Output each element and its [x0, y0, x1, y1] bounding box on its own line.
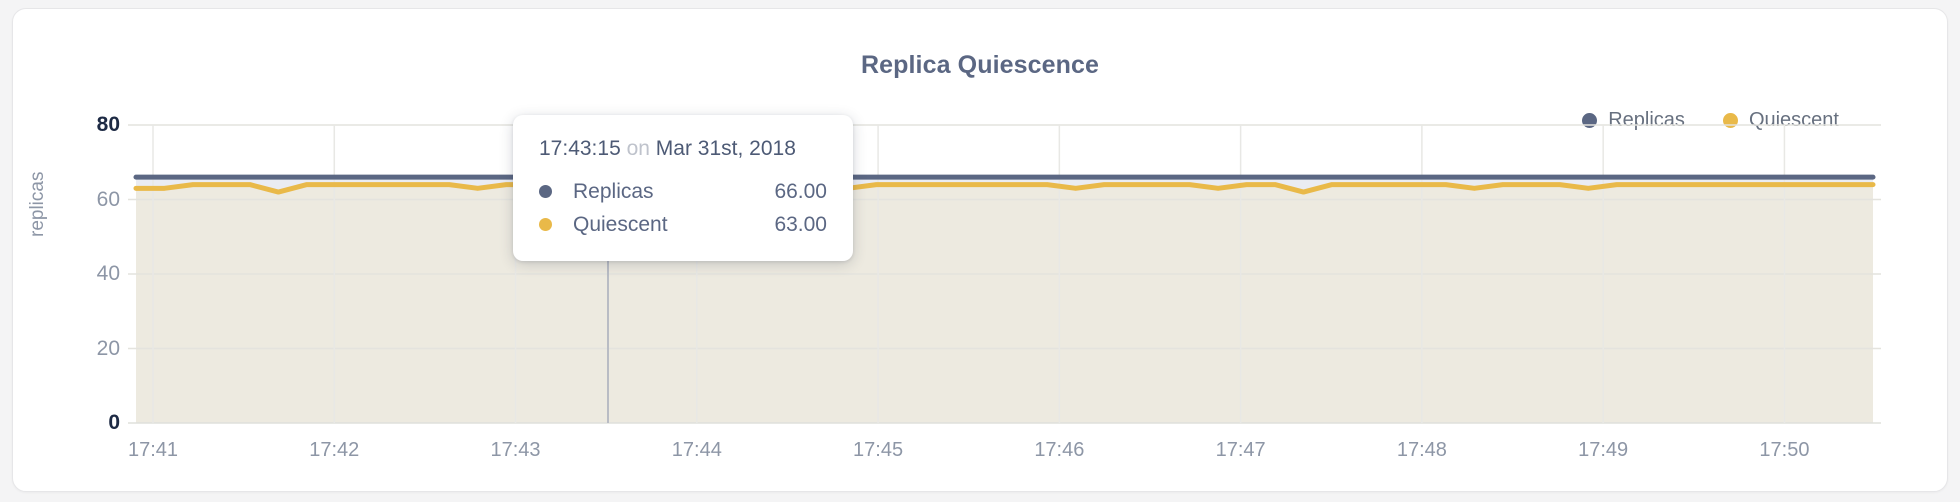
- tooltip-header: 17:43:15 on Mar 31st, 2018: [539, 137, 827, 161]
- hover-tooltip: 17:43:15 on Mar 31st, 2018 Replicas 66.0…: [513, 115, 853, 261]
- tooltip-series-value: 63.00: [774, 212, 827, 236]
- y-tick-label: 20: [96, 336, 120, 360]
- tooltip-row-replicas: Replicas 66.00: [539, 175, 827, 208]
- tooltip-series-label: Replicas: [573, 179, 654, 203]
- y-tick-label: 60: [96, 187, 120, 211]
- tooltip-series-value: 66.00: [774, 179, 827, 203]
- chart-canvas[interactable]: [13, 9, 1949, 493]
- x-tick-label: 17:43: [490, 439, 541, 461]
- x-tick-label: 17:48: [1396, 439, 1447, 461]
- y-tick-label: 80: [96, 113, 120, 136]
- tooltip-date: Mar 31st, 2018: [655, 137, 796, 160]
- tooltip-series-label: Quiescent: [573, 212, 668, 236]
- series-dot-icon: [539, 185, 552, 198]
- x-tick-label: 17:50: [1759, 439, 1810, 461]
- x-tick-label: 17:45: [853, 439, 904, 461]
- x-tick-label: 17:46: [1034, 439, 1085, 461]
- plot-area[interactable]: [13, 9, 1949, 493]
- page-title: Replica Quiescence: [860, 51, 1100, 79]
- y-tick-label: 0: [108, 411, 120, 434]
- x-tick-label: 17:42: [309, 439, 360, 461]
- chart-card: Replica Quiescence Replicas Quiescent re…: [12, 8, 1948, 492]
- x-tick-label: 17:41: [127, 439, 179, 461]
- tooltip-time: 17:43:15: [539, 137, 621, 160]
- y-axis-title: replicas: [27, 171, 48, 237]
- x-tick-label: 17:47: [1215, 439, 1266, 461]
- x-tick-label: 17:44: [671, 439, 722, 461]
- x-tick-label: 17:49: [1578, 439, 1629, 461]
- tooltip-on-word: on: [626, 137, 650, 160]
- tooltip-row-quiescent: Quiescent 63.00: [539, 208, 827, 241]
- y-tick-label: 40: [96, 262, 120, 285]
- series-dot-icon: [539, 218, 552, 231]
